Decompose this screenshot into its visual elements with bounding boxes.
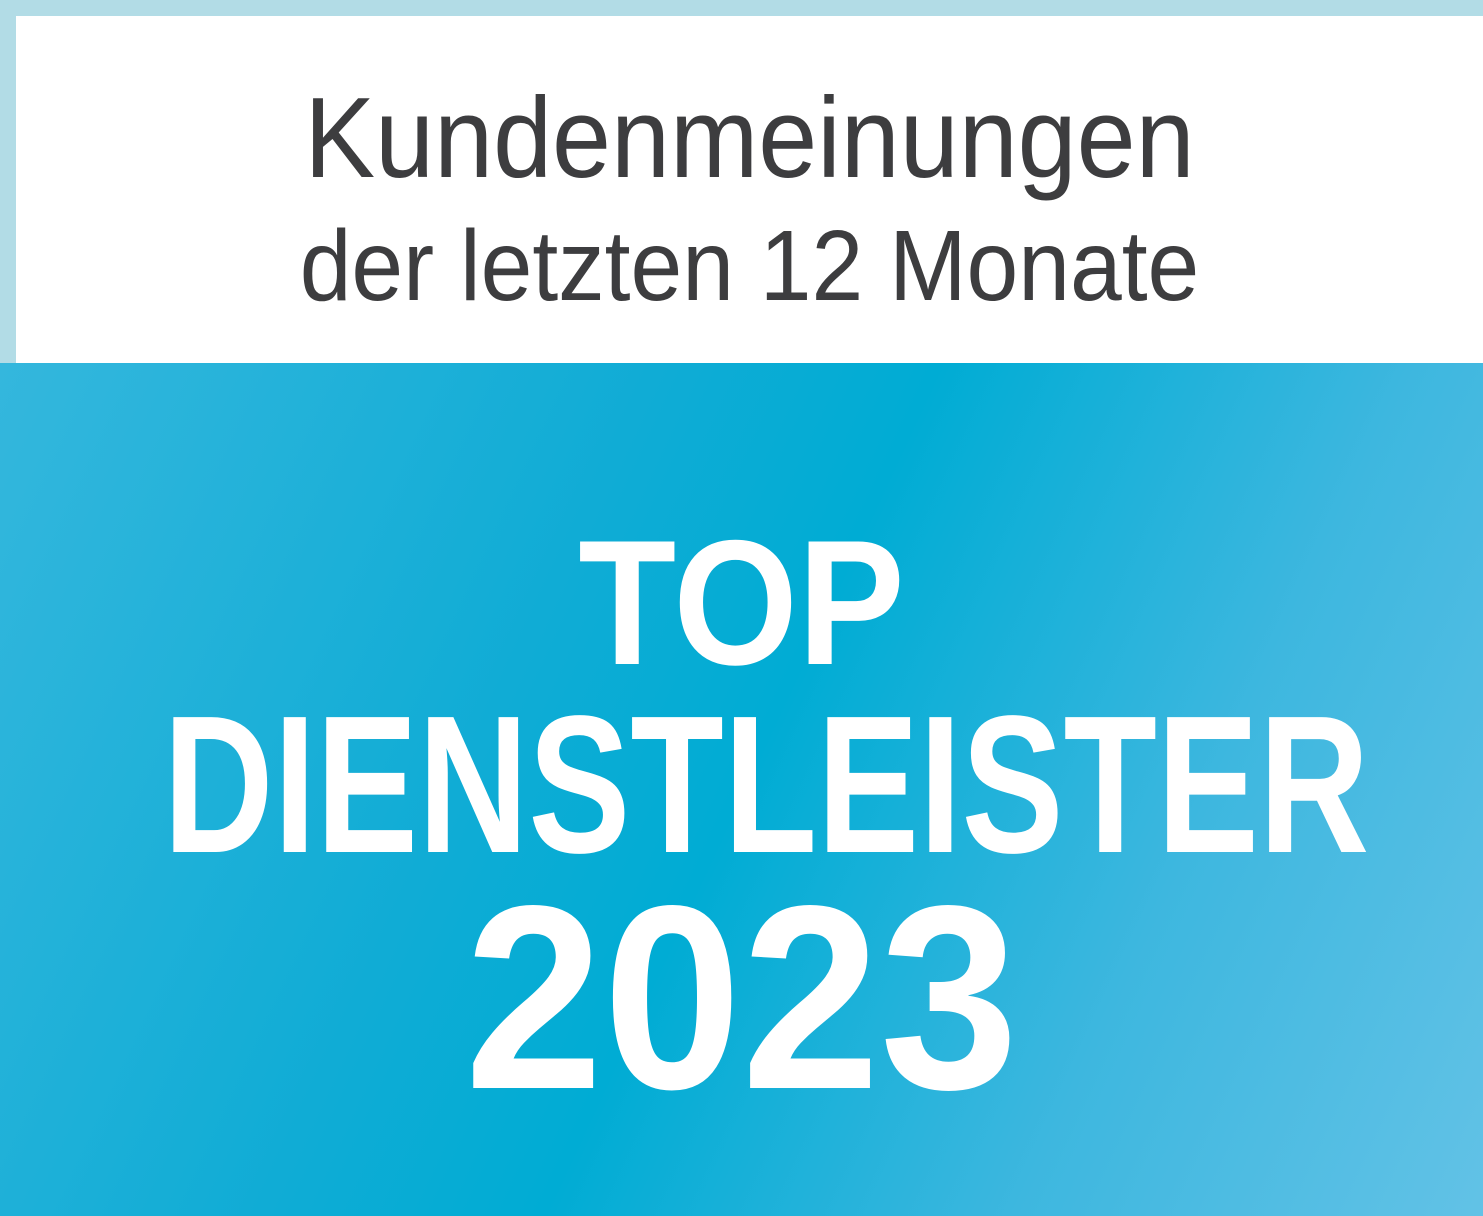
- badge-title-text: DIENSTLEISTER: [163, 675, 1370, 894]
- header-panel: Kundenmeinungen der letzten 12 Monate: [16, 16, 1483, 363]
- badge-top-text: TOP: [578, 503, 905, 702]
- header-title: Kundenmeinungen: [304, 75, 1195, 202]
- badge-panel: TOP DIENSTLEISTER 2023: [0, 363, 1483, 1216]
- header-subtitle: der letzten 12 Monate: [299, 210, 1200, 322]
- badge-year-text: 2023: [464, 851, 1019, 1144]
